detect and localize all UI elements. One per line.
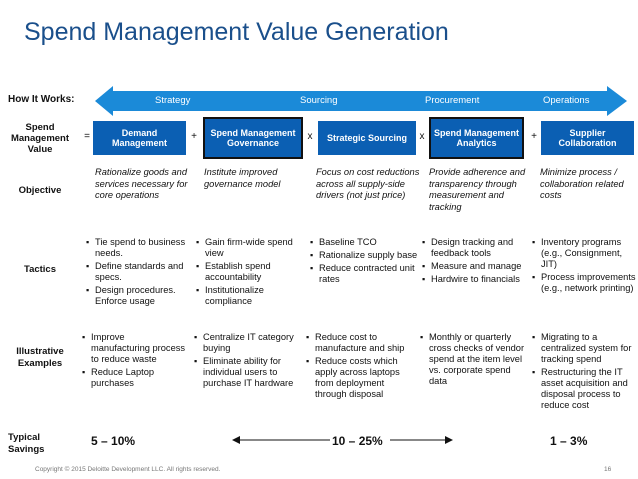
list-item: Reduce Laptop purchases bbox=[82, 367, 186, 389]
list-item: Establish spend accountability bbox=[196, 261, 302, 283]
list-item: Migrating to a centralized system for tr… bbox=[532, 332, 636, 365]
list-item: Improve manufacturing process to reduce … bbox=[82, 332, 186, 365]
tactics-governance: Gain firm-wide spend view Establish spen… bbox=[196, 237, 302, 309]
footer-page-number: 16 bbox=[604, 466, 612, 473]
objective-governance: Institute improved governance model bbox=[204, 167, 281, 189]
tactics-analytics: Design tracking and feedback tools Measu… bbox=[422, 237, 532, 287]
examples-sourcing: Reduce cost to manufacture and ship Redu… bbox=[306, 332, 414, 402]
examples-analytics: Monthly or quarterly cross checks of ven… bbox=[420, 332, 528, 389]
strategic-sourcing-box: Strategic Sourcing bbox=[318, 121, 416, 155]
footer-copyright: Copyright © 2015 Deloitte Development LL… bbox=[35, 466, 221, 473]
row-label-spend-value: Spend Management Value bbox=[10, 122, 70, 155]
list-item: Rationalize supply base bbox=[310, 250, 418, 261]
how-it-works-label: How It Works: bbox=[8, 94, 75, 105]
list-item: Centralize IT category buying bbox=[194, 332, 302, 354]
list-item: Monthly or quarterly cross checks of ven… bbox=[420, 332, 528, 387]
examples-demand: Improve manufacturing process to reduce … bbox=[82, 332, 186, 391]
list-item: Eliminate ability for individual users t… bbox=[194, 356, 302, 389]
list-item: Reduce contracted unit rates bbox=[310, 263, 418, 285]
stage-operations: Operations bbox=[543, 95, 590, 106]
stage-strategy: Strategy bbox=[155, 95, 191, 106]
list-item: Design procedures. Enforce usage bbox=[86, 285, 190, 307]
objective-demand: Rationalize goods and services necessary… bbox=[95, 167, 188, 200]
list-item: Institutionalize compliance bbox=[196, 285, 302, 307]
list-item: Inventory programs (e.g., Consignment, J… bbox=[532, 237, 636, 270]
list-item: Measure and manage bbox=[422, 261, 532, 272]
operator-equals: = bbox=[84, 131, 90, 142]
operator-multiply: x bbox=[307, 131, 313, 142]
objective-analytics: Provide adherence and transparency throu… bbox=[429, 167, 526, 212]
row-label-tactics: Tactics bbox=[23, 264, 57, 275]
objective-collaboration: Minimize process / collaboration related… bbox=[540, 167, 624, 200]
stage-sourcing: Sourcing bbox=[300, 95, 338, 106]
list-item: Tie spend to business needs. bbox=[86, 237, 190, 259]
row-label-savings: Typical Savings bbox=[8, 432, 45, 455]
row-label-objective: Objective bbox=[18, 185, 62, 196]
tactics-sourcing: Baseline TCO Rationalize supply base Red… bbox=[310, 237, 418, 287]
list-item: Process improvements (e.g., network prin… bbox=[532, 272, 636, 294]
process-arrow-banner bbox=[95, 86, 627, 116]
row-label-examples: Illustrative Examples bbox=[16, 346, 64, 369]
list-item: Baseline TCO bbox=[310, 237, 418, 248]
list-item: Reduce costs which apply across laptops … bbox=[306, 356, 414, 400]
objective-sourcing: Focus on cost reductions across all supp… bbox=[316, 167, 420, 200]
list-item: Reduce cost to manufacture and ship bbox=[306, 332, 414, 354]
operator-plus: + bbox=[531, 131, 537, 142]
tactics-demand: Tie spend to business needs. Define stan… bbox=[86, 237, 190, 309]
operator-plus: + bbox=[191, 131, 197, 142]
list-item: Hardwire to financials bbox=[422, 274, 532, 285]
list-item: Define standards and specs. bbox=[86, 261, 190, 283]
demand-management-box: Demand Management bbox=[93, 121, 186, 155]
spend-governance-box: Spend Management Governance bbox=[203, 117, 303, 159]
savings-sourcing: 10 – 25% bbox=[332, 434, 383, 448]
tactics-collaboration: Inventory programs (e.g., Consignment, J… bbox=[532, 237, 636, 296]
savings-collaboration: 1 – 3% bbox=[550, 434, 588, 448]
spend-analytics-box: Spend Management Analytics bbox=[429, 117, 524, 159]
page-title: Spend Management Value Generation bbox=[24, 18, 449, 46]
savings-range-arrow bbox=[232, 436, 453, 444]
examples-collaboration: Migrating to a centralized system for tr… bbox=[532, 332, 636, 413]
savings-demand: 5 – 10% bbox=[91, 434, 136, 448]
operator-multiply: x bbox=[419, 131, 425, 142]
stage-procurement: Procurement bbox=[425, 95, 480, 106]
supplier-collaboration-box: Supplier Collaboration bbox=[541, 121, 634, 155]
process-stages: Strategy Sourcing Procurement Operations bbox=[95, 91, 635, 111]
examples-governance: Centralize IT category buying Eliminate … bbox=[194, 332, 302, 391]
list-item: Gain firm-wide spend view bbox=[196, 237, 302, 259]
list-item: Restructuring the IT asset acquisition a… bbox=[532, 367, 636, 411]
list-item: Design tracking and feedback tools bbox=[422, 237, 532, 259]
